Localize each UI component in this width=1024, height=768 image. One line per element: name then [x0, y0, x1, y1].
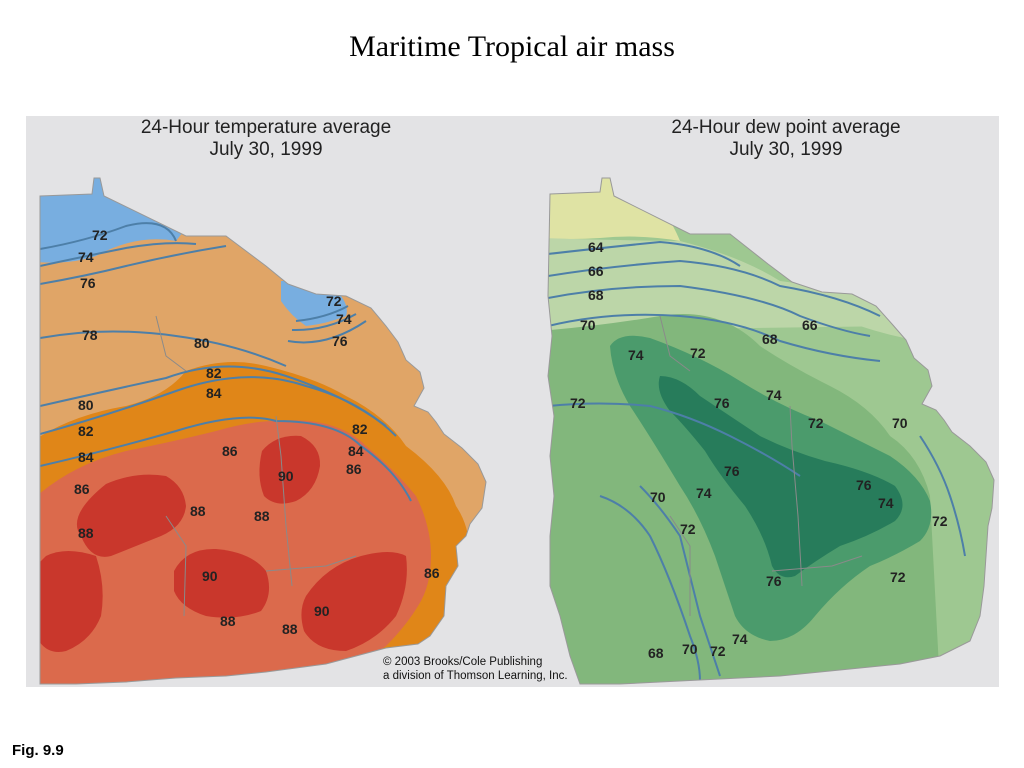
- isotherm-label: 82: [352, 421, 368, 437]
- isotherm-label: 86: [222, 443, 238, 459]
- isotherm-label: 86: [346, 461, 362, 477]
- isotherm-label: 80: [194, 335, 210, 351]
- temperature-map-date: July 30, 1999: [209, 139, 323, 160]
- isodrosotherm-label: 64: [588, 239, 604, 255]
- isodrosotherm-label: 66: [588, 263, 604, 279]
- isotherm-label: 74: [78, 249, 94, 265]
- isotherm-label: 86: [424, 565, 440, 581]
- isotherm-label: 76: [80, 275, 96, 291]
- hottest-zone-south: [174, 548, 270, 618]
- isodrosotherm-label: 70: [650, 489, 666, 505]
- isotherm-label: 80: [78, 397, 94, 413]
- temperature-map-title-line1: 24-Hour temperature average: [140, 117, 392, 138]
- isotherm-label: 82: [206, 365, 222, 381]
- mid-dry-zone: [548, 238, 900, 331]
- very-humid-zone: [658, 376, 903, 578]
- dewpoint-map: 64 66 68 70 72 74 72 68 66 72 76 74 72 7…: [547, 177, 995, 685]
- isodrosotherm-label: 72: [890, 569, 906, 585]
- isodrosotherm-label: 76: [766, 573, 782, 589]
- figure-label: Fig. 9.9: [12, 742, 64, 759]
- temperature-map: 72 74 76 72 74 76 78 80 80 82 84 82 84 8…: [39, 177, 487, 685]
- isotherm-label: 88: [78, 525, 94, 541]
- credit-line-1: © 2003 Brooks/Cole Publishing: [383, 656, 543, 668]
- isodrosotherm-label: 76: [856, 477, 872, 493]
- temperature-map-title: 24-Hour temperature average July 30, 199…: [26, 117, 506, 161]
- isodrosotherm-label: 74: [696, 485, 712, 501]
- isodrosotherm-label: 72: [710, 643, 726, 659]
- isodrosotherm-label: 72: [808, 415, 824, 431]
- isotherm-label: 90: [278, 468, 294, 484]
- isodrosotherm-label: 68: [648, 645, 664, 661]
- isotherm-label: 86: [74, 481, 90, 497]
- isodrosotherm-label: 74: [628, 347, 644, 363]
- isodrosotherm-label: 68: [588, 287, 604, 303]
- map-figure: 24-Hour temperature average July 30, 199…: [26, 116, 999, 687]
- isotherm-label: 90: [202, 568, 218, 584]
- slide-title: Maritime Tropical air mass: [349, 30, 675, 63]
- isotherm-label: 72: [326, 293, 342, 309]
- hottest-zone-west: [76, 474, 186, 557]
- isodrosotherm-label: 70: [580, 317, 596, 333]
- isotherm-label: 88: [190, 503, 206, 519]
- isotherm-label: 84: [348, 443, 364, 459]
- hottest-zone-southwest: [40, 551, 103, 652]
- temperature-labels: 72 74 76 72 74 76 78 80 80 82 84 82 84 8…: [74, 227, 440, 637]
- isodrosotherm-label: 66: [802, 317, 818, 333]
- isodrosotherm-label: 72: [570, 395, 586, 411]
- isotherm-label: 82: [78, 423, 94, 439]
- isotherm-label: 90: [314, 603, 330, 619]
- temperature-region-outline: [39, 177, 487, 685]
- isodrosotherm-label: 72: [690, 345, 706, 361]
- hottest-zone-southeast: [301, 552, 407, 651]
- isodrosotherm-label: 70: [892, 415, 908, 431]
- isotherm-label: 88: [282, 621, 298, 637]
- isotherm-label: 74: [336, 311, 352, 327]
- copyright-credit: © 2003 Brooks/Cole Publishing a division…: [383, 655, 568, 683]
- dewpoint-map-date: July 30, 1999: [729, 139, 843, 160]
- isodrosotherm-label: 72: [932, 513, 948, 529]
- dewpoint-map-title: 24-Hour dew point average July 30, 1999: [546, 117, 1024, 161]
- dewpoint-map-title-line1: 24-Hour dew point average: [671, 117, 901, 138]
- isodrosotherm-label: 74: [732, 631, 748, 647]
- isotherm-label: 72: [92, 227, 108, 243]
- isotherm-label: 84: [78, 449, 94, 465]
- dewpoint-region-outline: [547, 177, 995, 685]
- dry-zone: [548, 178, 680, 241]
- isodrosotherm-label: 74: [878, 495, 894, 511]
- isotherm-label: 84: [206, 385, 222, 401]
- hottest-zone-center: [259, 435, 321, 504]
- isodrosotherm-label: 72: [680, 521, 696, 537]
- isodrosotherm-label: 70: [682, 641, 698, 657]
- isotherm-label: 88: [220, 613, 236, 629]
- isodrosotherm-label: 76: [714, 395, 730, 411]
- isotherm-label: 78: [82, 327, 98, 343]
- dewpoint-labels: 64 66 68 70 72 74 72 68 66 72 76 74 72 7…: [570, 239, 948, 661]
- isodrosotherm-label: 68: [762, 331, 778, 347]
- isotherm-label: 76: [332, 333, 348, 349]
- credit-line-2: a division of Thomson Learning, Inc.: [383, 670, 568, 682]
- temperature-fill: [40, 178, 486, 684]
- isotherm-label: 88: [254, 508, 270, 524]
- isodrosotherm-label: 76: [724, 463, 740, 479]
- isodrosotherm-label: 74: [766, 387, 782, 403]
